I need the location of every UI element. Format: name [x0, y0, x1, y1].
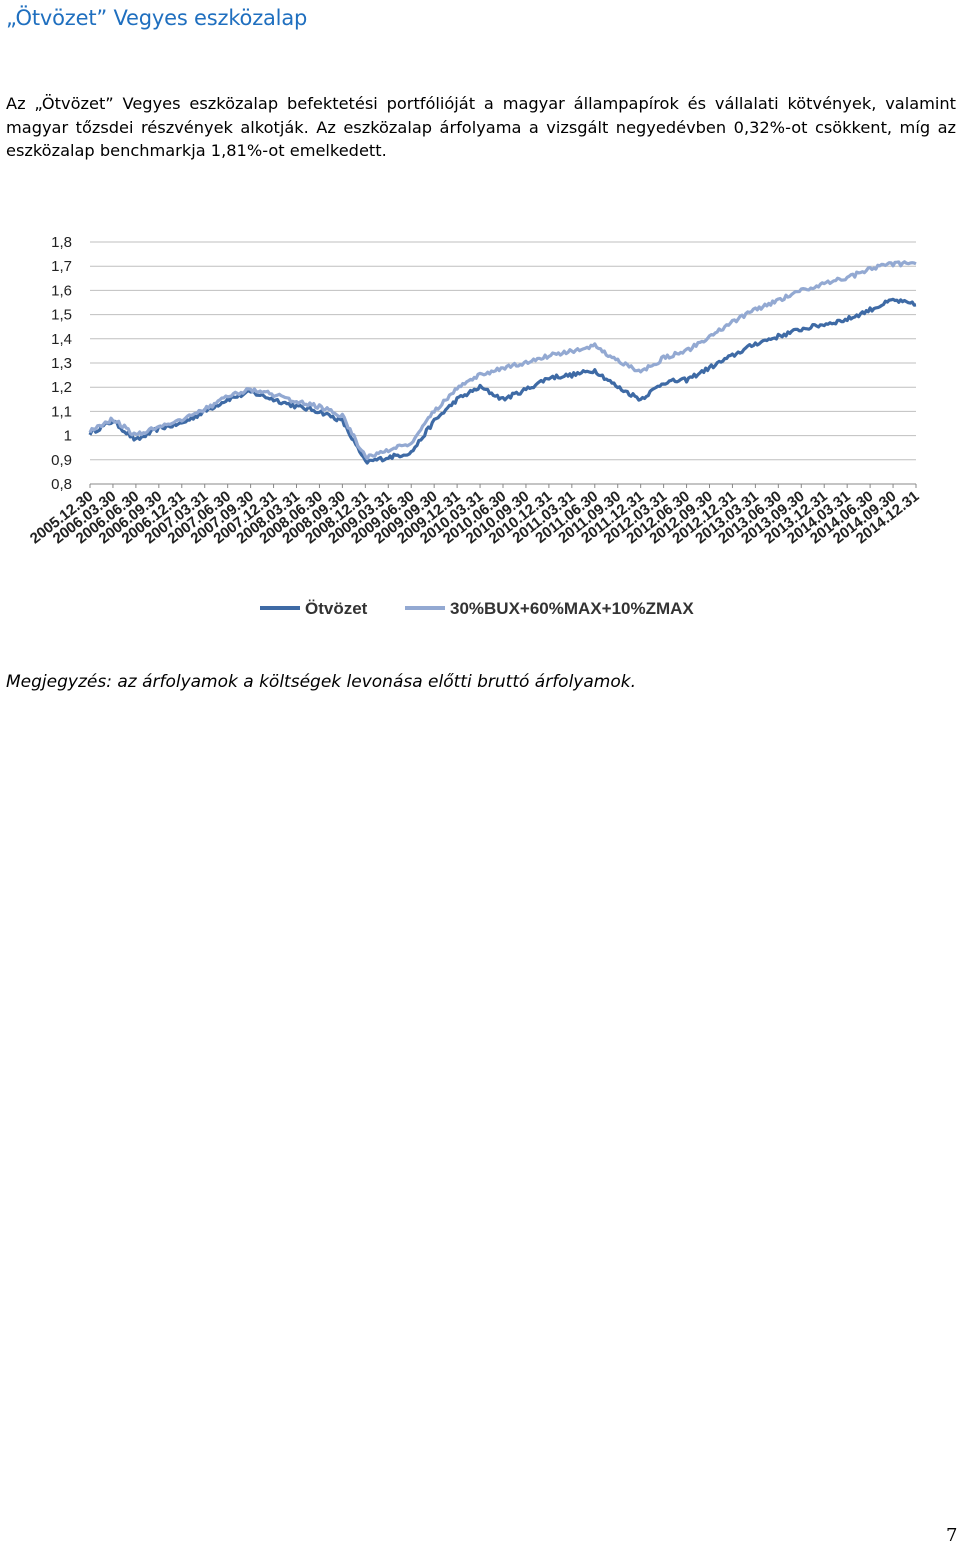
y-tick-label: 1,5 [51, 307, 72, 324]
y-tick-label: 1,4 [51, 331, 72, 348]
legend-label: Ötvözet [305, 599, 368, 618]
y-tick-label: 1,1 [51, 403, 72, 420]
y-tick-label: 1,7 [51, 258, 72, 275]
y-tick-label: 1,8 [51, 234, 72, 251]
y-axis: 0,8 0,9 1 1,1 1,2 1,3 1,4 1,5 1,6 1,7 1,8 [51, 234, 72, 493]
y-tick-label: 1,6 [51, 282, 72, 299]
legend-label: 30%BUX+60%MAX+10%ZMAX [450, 599, 694, 618]
chart-grid [90, 242, 916, 484]
y-tick-label: 0,8 [51, 476, 72, 493]
y-tick-label: 1,3 [51, 355, 72, 372]
series-line-0 [90, 299, 916, 463]
series-line-1 [90, 262, 916, 459]
y-tick-label: 0,9 [51, 452, 72, 469]
x-axis: 2005.12.302006.03.302006.06.302006.09.30… [27, 484, 923, 547]
y-tick-label: 1 [64, 428, 72, 445]
chart-legend: Ötvözet 30%BUX+60%MAX+10%ZMAX [260, 599, 694, 618]
line-chart: 0,8 0,9 1 1,1 1,2 1,3 1,4 1,5 1,6 1,7 1,8 2005.12.… [0, 220, 960, 630]
page-heading: „Ötvözet” Vegyes eszközalap [6, 6, 307, 30]
y-tick-label: 1,2 [51, 379, 72, 396]
chart-series [90, 262, 916, 463]
body-paragraph: Az „Ötvözet” Vegyes eszközalap befekteté… [6, 92, 956, 163]
page-number: 7 [946, 1525, 957, 1546]
footnote: Megjegyzés: az árfolyamok a költségek le… [6, 672, 636, 692]
